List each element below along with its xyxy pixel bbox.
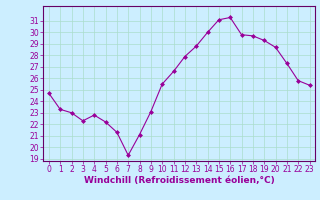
X-axis label: Windchill (Refroidissement éolien,°C): Windchill (Refroidissement éolien,°C)	[84, 176, 275, 185]
